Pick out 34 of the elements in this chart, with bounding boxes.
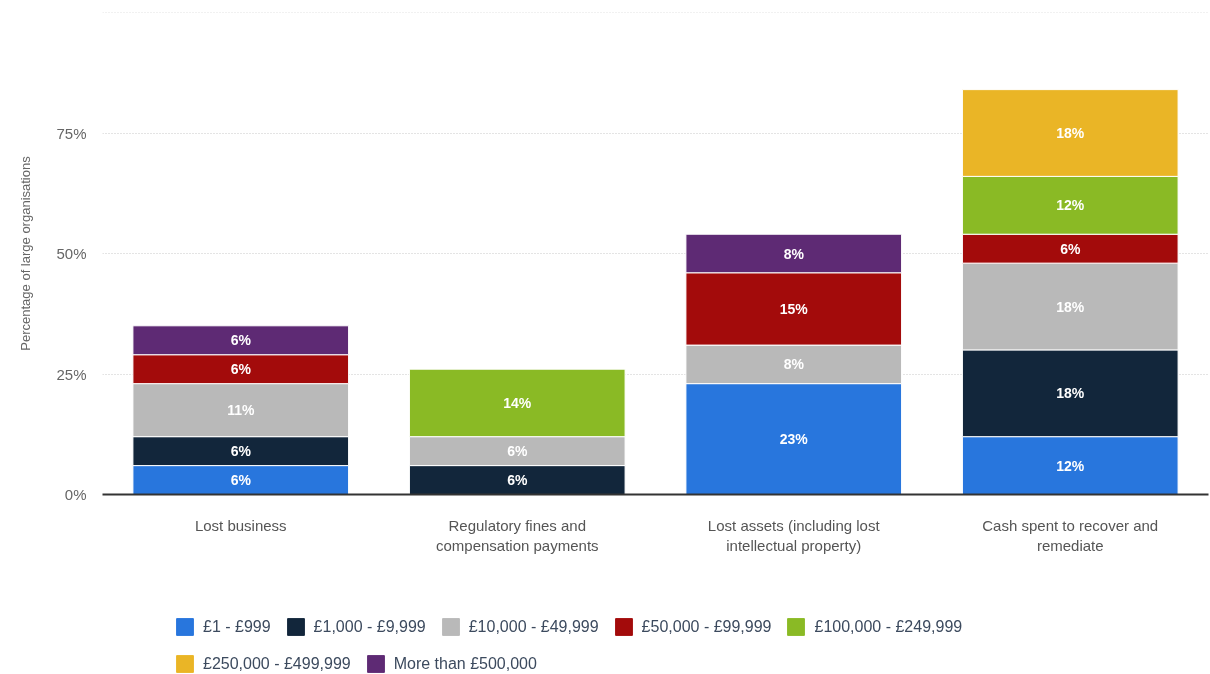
data-label: 15% [779, 300, 809, 317]
y-tick-label: 75% [56, 124, 87, 142]
data-label: 8% [783, 245, 805, 262]
data-label: 6% [230, 443, 252, 460]
legend-label: £50,000 - £99,999 [641, 617, 772, 636]
x-tick-label: Cash spent to recover and remediate [982, 516, 1159, 554]
data-label: 23% [779, 431, 809, 448]
data-label: 12% [1056, 197, 1085, 214]
data-label: 6% [230, 361, 252, 378]
data-label: 6% [230, 472, 252, 489]
data-label: 11% [227, 402, 255, 419]
data-label: 6% [1060, 240, 1081, 257]
legend-label: £250,000 - £499,999 [203, 654, 351, 673]
x-tick-label: Lost assets (including lost intellectual property) [707, 516, 881, 554]
data-label: 18% [1056, 385, 1085, 402]
legend-label: £1,000 - £9,999 [313, 617, 426, 636]
y-tick-label: 25% [56, 365, 87, 383]
x-tick-label: Regulatory fines and compensation payments [435, 516, 599, 554]
data-label: 6% [507, 472, 528, 489]
y-axis-title: Percentage of large organisations [18, 155, 34, 351]
x-tick-label: Lost business [194, 516, 287, 534]
legend-label: £100,000 - £249,999 [814, 617, 963, 636]
data-label: 8% [783, 356, 805, 373]
y-tick-label: 0% [64, 486, 87, 503]
data-label: 12% [1056, 457, 1085, 474]
legend-label: More than £500,000 [393, 654, 537, 673]
legend-label: £10,000 - £49,999 [468, 617, 599, 636]
data-label: 14% [503, 394, 532, 411]
legend-label: £1 - £999 [203, 617, 271, 636]
data-label: 18% [1056, 298, 1085, 315]
y-tick-label: 50% [56, 245, 87, 262]
data-label: 6% [507, 443, 528, 460]
data-label: 6% [230, 332, 252, 349]
data-label: 18% [1056, 125, 1085, 141]
